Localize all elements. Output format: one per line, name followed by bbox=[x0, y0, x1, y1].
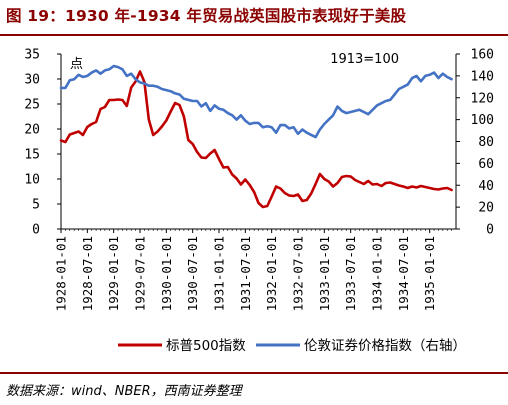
right-axis-base-note: 1913=100 bbox=[330, 52, 399, 67]
footer-divider bbox=[0, 372, 508, 374]
chart: 0 5 10 15 20 25 30 35 0 20 40 60 80 100 120 140 160 1928-… bbox=[24, 48, 494, 355]
left-tick-label: 10 bbox=[24, 173, 40, 188]
right-tick-label: 160 bbox=[471, 48, 494, 63]
right-tick-label: 100 bbox=[471, 113, 494, 128]
x-tick-label: 1931-01-01 bbox=[212, 236, 227, 311]
right-tick-label: 20 bbox=[478, 201, 494, 216]
right-tick-label: 120 bbox=[471, 91, 494, 106]
left-tick-label: 25 bbox=[24, 98, 40, 113]
page-title: 图 19：1930 年-1934 年贸易战英国股市表现好于美股 bbox=[6, 7, 407, 25]
legend-sp500-label: 标普500指数 bbox=[166, 338, 246, 354]
title-divider bbox=[0, 34, 508, 36]
left-axis-unit: 点 bbox=[70, 57, 83, 72]
x-tick-label: 1932-07-01 bbox=[291, 236, 306, 311]
right-tick-label: 0 bbox=[486, 223, 494, 238]
x-tick-label: 1933-01-01 bbox=[317, 236, 332, 311]
right-tick-label: 60 bbox=[478, 157, 494, 172]
right-tick-label: 40 bbox=[478, 179, 494, 194]
x-tick-label: 1929-01-01 bbox=[106, 236, 121, 311]
ftse-line bbox=[59, 64, 453, 139]
right-tick-label: 140 bbox=[471, 69, 494, 84]
left-tick-label: 5 bbox=[32, 198, 40, 213]
x-tick-label: 1932-01-01 bbox=[264, 236, 279, 311]
axes: 0 5 10 15 20 25 30 35 0 20 40 60 80 100 120 140 160 1928-… bbox=[24, 48, 494, 312]
left-tick-label: 0 bbox=[32, 223, 40, 238]
x-tick-label: 1930-07-01 bbox=[185, 236, 200, 311]
source-note: 数据来源：wind、NBER，西南证券整理 bbox=[6, 384, 242, 399]
x-tick-label: 1929-07-01 bbox=[133, 236, 148, 311]
legend: 标普500指数 伦敦证券价格指数（右轴） bbox=[118, 338, 466, 354]
right-tick-label: 80 bbox=[478, 135, 494, 150]
x-tick-label: 1934-07-01 bbox=[396, 236, 411, 311]
x-tick-label: 1931-07-01 bbox=[238, 236, 253, 311]
left-tick-label: 35 bbox=[24, 48, 40, 63]
x-tick-label: 1928-07-01 bbox=[80, 236, 95, 311]
left-tick-label: 30 bbox=[24, 73, 40, 88]
left-tick-label: 20 bbox=[24, 123, 40, 138]
sp500-line bbox=[59, 70, 453, 209]
legend-ftse-label: 伦敦证券价格指数（右轴） bbox=[304, 338, 466, 354]
x-tick-label: 1933-07-01 bbox=[343, 236, 358, 311]
series-lines bbox=[59, 64, 453, 209]
x-tick-label: 1930-01-01 bbox=[159, 236, 174, 311]
left-tick-label: 15 bbox=[24, 148, 40, 163]
x-tick-label: 1928-01-01 bbox=[54, 236, 69, 311]
x-tick-label: 1934-01-01 bbox=[370, 236, 385, 311]
x-tick-label: 1935-01-01 bbox=[422, 236, 437, 311]
